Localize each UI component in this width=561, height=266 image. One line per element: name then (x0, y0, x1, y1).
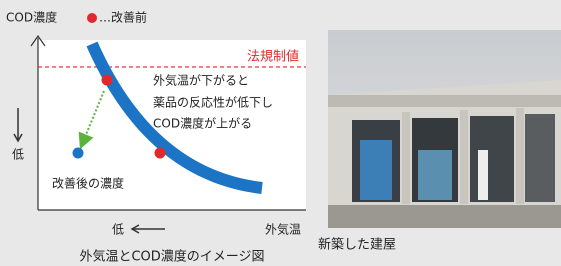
page: {"diagram": { "y_axis_label": "COD濃度", "… (0, 0, 561, 266)
legend-label: …改善前 (99, 10, 147, 25)
y-low-label: 低 (12, 148, 24, 162)
building-photo (328, 30, 561, 228)
x-axis-label: 外気温 (265, 222, 301, 237)
annotation-line: COD濃度が上がる (153, 116, 252, 131)
after-dot (73, 148, 84, 159)
y-axis-label: COD濃度 (6, 10, 57, 25)
figure: COD濃度 …改善前 法規制値 外気温が下がると 薬品の反応性が低下し COD濃… (0, 0, 561, 266)
regulation-label: 法規制値 (247, 49, 299, 65)
improved-label: 改善後の濃度 (52, 176, 124, 191)
x-low-label: 低 (112, 223, 124, 237)
annotation-line: 薬品の反応性が低下し (153, 95, 273, 110)
diagram-caption: 外気温とCOD濃度のイメージ図 (79, 249, 264, 265)
photo-caption: 新築した建屋 (318, 237, 396, 253)
annotation-line: 外気温が下がると (153, 73, 249, 88)
before-dot (102, 75, 113, 86)
legend-dot (87, 13, 97, 23)
before-dot (155, 148, 166, 159)
